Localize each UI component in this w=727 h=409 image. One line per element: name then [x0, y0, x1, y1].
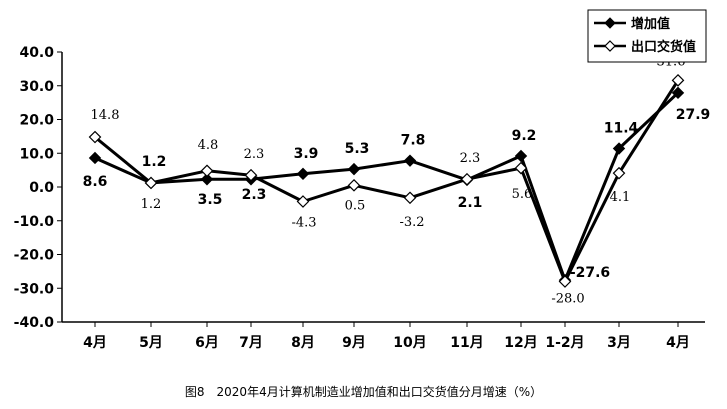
- series-0-label: 11.4: [604, 121, 639, 137]
- y-tick-label: 40.0: [19, 45, 54, 61]
- series-0-point: [671, 86, 685, 100]
- series-line-1: [94, 79, 680, 283]
- legend-marker-1: [604, 40, 616, 52]
- y-tick-label: -10.0: [14, 214, 55, 230]
- series-1-label: 4.1: [610, 190, 631, 205]
- series-1-label: 5.6: [512, 187, 533, 202]
- series-line-0: [94, 91, 680, 282]
- series-1-label: -3.2: [399, 215, 424, 230]
- series-1-label: 4.8: [198, 138, 219, 153]
- line-chart: 40.0 30.0 20.0 10.0 0.0 -10.0 -20.0 -30.0 -40.0 4…: [14, 9, 711, 351]
- series-1-point: [558, 275, 572, 288]
- series-0-label: 7.8: [401, 133, 426, 149]
- series-0-point: [347, 162, 361, 176]
- series-0-point: [200, 173, 214, 186]
- series-1-point: [671, 74, 685, 87]
- series-markers: [88, 74, 685, 288]
- data-labels: 8.6 1.2 3.5 2.3 3.9 5.3 7.8 2.1 9.2 -27.6 11.4 27.9…: [83, 54, 711, 306]
- legend: 增加值 出口交货值: [587, 9, 707, 63]
- series-1-point: [88, 130, 102, 144]
- series-1-point: [200, 164, 214, 178]
- series-1-point: [144, 176, 158, 190]
- series-0-label: 1.2: [142, 154, 167, 170]
- series-0-label: -27.6: [570, 265, 610, 281]
- x-tick-label: 10月: [393, 335, 426, 351]
- series-0-label: 27.9: [676, 107, 711, 123]
- series-0-label: 2.1: [458, 195, 483, 211]
- series-0-label: 3.9: [294, 146, 319, 162]
- legend-box: [587, 9, 707, 63]
- y-tick-label: -20.0: [14, 248, 55, 264]
- series-1-point: [296, 195, 310, 208]
- x-tick-label: 4月: [83, 335, 107, 351]
- series-1-point: [612, 166, 626, 180]
- x-tick-label: 1-2月: [545, 335, 584, 351]
- legend-marker-0: [604, 17, 616, 29]
- x-tick-label: 8月: [291, 335, 315, 351]
- series-0-point: [403, 154, 417, 167]
- series-0-point: [514, 149, 528, 163]
- x-tick-label: 4月: [666, 335, 690, 351]
- series-0-point: [612, 142, 626, 155]
- x-tick-label: 11月: [450, 335, 483, 351]
- series-1-point: [403, 191, 417, 205]
- series-0-label: 8.6: [83, 174, 108, 190]
- legend-label-0: 增加值: [631, 16, 670, 32]
- legend-label-1: 出口交货值: [631, 39, 696, 55]
- series-1-label: 14.8: [91, 108, 120, 123]
- y-tick-label: -30.0: [14, 281, 55, 297]
- series-1-label: 2.3: [460, 151, 481, 166]
- y-tick-label: -40.0: [14, 315, 55, 331]
- x-tick-label: 7月: [239, 335, 263, 351]
- series-1-label: -28.0: [551, 292, 584, 307]
- series-1-point: [347, 178, 361, 192]
- chart-caption: 图8 2020年4月计算机制造业增加值和出口交货值分月增速（%）: [184, 385, 543, 399]
- series-0-label: 9.2: [512, 128, 537, 144]
- series-0-label: 2.3: [242, 187, 267, 203]
- axes: 40.0 30.0 20.0 10.0 0.0 -10.0 -20.0 -30.0 -40.0 4…: [14, 45, 705, 351]
- x-tick-label: 9月: [342, 335, 366, 351]
- x-tick-label: 12月: [504, 335, 537, 351]
- series-1-label: 0.5: [345, 198, 366, 213]
- series-lines: [94, 79, 680, 283]
- series-1-point: [244, 168, 258, 182]
- series-1-label: 2.3: [244, 147, 265, 162]
- x-tick-label: 3月: [607, 335, 631, 351]
- y-tick-label: 10.0: [19, 146, 54, 162]
- y-tick-label: 30.0: [19, 79, 54, 95]
- series-0-point: [88, 151, 102, 165]
- series-1-label: -4.3: [291, 216, 316, 231]
- y-tick-label: 0.0: [29, 180, 54, 196]
- series-0-label: 5.3: [345, 141, 370, 157]
- series-1-point: [514, 161, 528, 175]
- x-tick-label: 6月: [195, 335, 219, 351]
- y-tick-label: 20.0: [19, 113, 54, 129]
- series-1-point: [460, 172, 474, 186]
- series-1-label: 1.2: [141, 197, 162, 212]
- series-0-label: 3.5: [198, 192, 223, 208]
- x-tick-label: 5月: [139, 335, 163, 351]
- series-0-point: [296, 167, 310, 181]
